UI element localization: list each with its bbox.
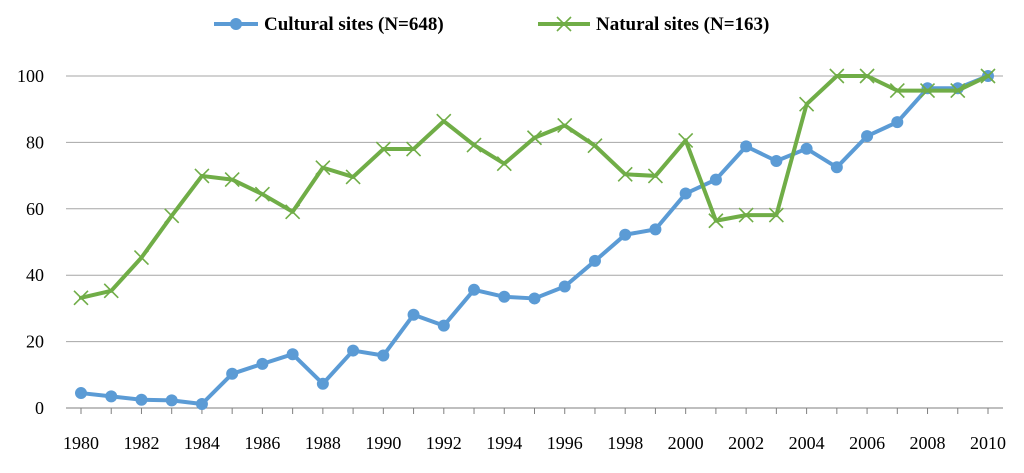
data-point [105,390,118,403]
data-point [829,68,845,84]
x-tick-label: 1998 [607,433,643,453]
x-tick-label: 1980 [63,433,99,453]
x-tick-label: 2008 [910,433,946,453]
data-point [528,292,541,305]
data-point [557,117,573,134]
data-point [286,348,299,361]
data-point [709,173,722,186]
data-point [498,290,511,303]
legend: Cultural sites (N=648) Natural sites (N=1… [214,14,769,35]
data-point [678,132,694,148]
data-point [526,130,543,146]
data-point [799,96,815,112]
legend-label: Natural sites (N=163) [596,14,769,35]
data-point [679,187,692,200]
data-point [859,68,875,84]
x-tick-label: 1986 [244,433,280,453]
x-tick-label: 2006 [849,433,885,453]
data-point [164,208,180,224]
data-point [830,161,843,174]
data-point [73,290,89,306]
data-point [226,367,239,380]
data-point [617,166,633,182]
data-point [406,141,422,157]
data-point [256,357,269,370]
x-tick-label: 1990 [365,433,401,453]
x-tick-label: 2000 [668,433,704,453]
data-point [740,140,753,153]
data-point [980,68,996,84]
data-point [800,142,813,155]
data-point [254,186,270,202]
data-point [587,138,603,154]
legend-marker [230,18,242,30]
x-tick-label: 1994 [486,433,522,453]
y-tick-label: 60 [26,199,44,219]
series-line [79,74,990,407]
y-tick-label: 0 [35,398,44,418]
data-point [889,83,905,99]
data-point [377,349,390,362]
legend-marker [556,16,572,32]
data-point [919,83,936,99]
y-tick-label: 100 [17,66,44,86]
series-2 [73,68,996,306]
series-1 [75,70,994,411]
x-tick-label: 1996 [547,433,583,453]
y-tick-label: 80 [26,132,44,152]
data-point [437,319,450,332]
data-point [407,308,420,321]
axes: 0 20 40 60 80 100 1980 1982 1984 1986 1988 1990 1992… [17,66,1006,453]
legend-label: Cultural sites (N=648) [264,14,444,35]
data-point [345,169,361,185]
data-point [558,280,571,293]
data-point [133,250,150,266]
data-point [496,156,512,172]
data-point [649,223,662,236]
data-point [224,172,240,188]
y-tick-label: 40 [26,265,44,285]
data-point [619,228,632,241]
data-point [468,283,481,296]
gridlines [66,75,1003,343]
x-tick-label: 1992 [426,433,462,453]
data-point [316,377,329,390]
data-point [861,130,874,143]
x-tick-label: 1984 [184,433,220,453]
data-point [347,344,360,357]
data-point [647,168,663,184]
data-point [588,254,601,267]
x-tick-label: 2010 [970,433,1006,453]
x-tick-label: 1982 [123,433,159,453]
legend-item-2: Natural sites (N=163) [538,14,769,35]
x-tick-label: 2004 [789,433,825,453]
data-point [135,393,148,406]
data-point [375,141,391,157]
series-layer [73,68,996,411]
x-tick-label: 1988 [305,433,341,453]
data-point [466,137,482,153]
legend-item-1: Cultural sites (N=648) [214,14,444,35]
data-point [891,116,904,129]
data-point [950,83,966,99]
data-point [285,204,301,220]
x-tick-label: 2002 [728,433,764,453]
data-point [165,394,178,407]
data-point [315,160,331,176]
data-point [768,207,784,223]
data-point [436,113,452,129]
data-point [103,283,119,299]
data-point [75,387,87,400]
data-point [194,168,210,184]
data-point [738,207,754,223]
data-point [708,213,724,229]
data-point [770,154,783,167]
series-line [79,74,990,300]
data-point [195,398,208,411]
y-tick-label: 20 [26,332,44,352]
